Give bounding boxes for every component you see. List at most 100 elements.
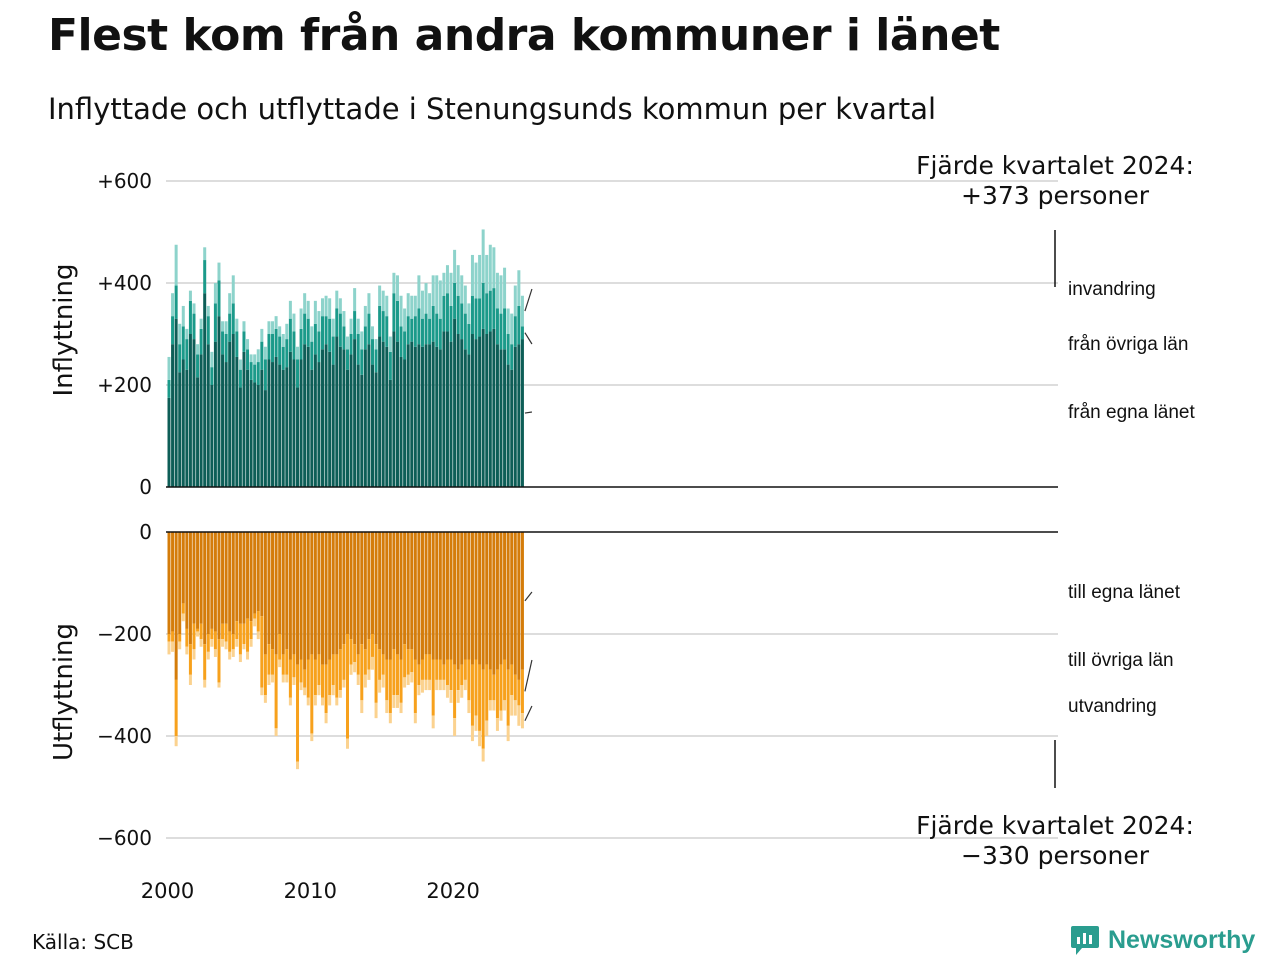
in-bar-från-övriga-län — [288, 318, 292, 352]
out-bar-till-övriga-län — [385, 659, 389, 701]
out-bar-utvandring — [403, 677, 407, 688]
out-bar-till-egna-länet — [478, 532, 482, 665]
in-bar-invandring — [474, 262, 478, 299]
out-bar-till-egna-länet — [406, 532, 410, 650]
in-bar-från-egna-länet — [374, 372, 378, 487]
in-bar-invandring — [217, 262, 221, 281]
in-bar-från-övriga-län — [520, 326, 524, 340]
in-bar-från-övriga-län — [199, 328, 203, 355]
in-bar-från-övriga-län — [485, 293, 489, 334]
out-bar-till-övriga-län — [278, 634, 282, 660]
out-bar-till-egna-länet — [517, 532, 521, 680]
in-bar-invandring — [253, 354, 257, 365]
out-bar-till-övriga-län — [196, 628, 200, 632]
out-bar-till-egna-länet — [263, 532, 267, 655]
in-bar-från-egna-länet — [267, 359, 271, 487]
out-bar-utvandring — [388, 713, 392, 724]
out-bar-till-egna-länet — [370, 532, 374, 634]
x-tick-label: 2000 — [141, 879, 194, 903]
in-bar-från-övriga-län — [413, 316, 417, 347]
in-bar-från-egna-länet — [353, 339, 357, 487]
in-bar-från-egna-länet — [242, 351, 246, 487]
in-bar-invandring — [174, 244, 178, 286]
in-bar-från-övriga-län — [374, 349, 378, 373]
in-bar-från-egna-länet — [192, 339, 196, 487]
out-bar-utvandring — [513, 700, 517, 716]
in-series-label: från övriga län — [1068, 334, 1188, 355]
in-bar-invandring — [374, 339, 378, 350]
in-bar-invandring — [378, 285, 382, 306]
out-bar-till-övriga-län — [210, 628, 214, 640]
out-bar-utvandring — [431, 715, 435, 729]
out-bar-till-övriga-län — [470, 664, 474, 726]
out-bar-till-egna-länet — [520, 532, 524, 670]
out-bar-till-egna-länet — [185, 532, 189, 629]
out-bar-till-egna-länet — [217, 532, 221, 640]
out-bar-till-övriga-län — [478, 664, 482, 731]
out-bar-till-egna-länet — [278, 532, 282, 634]
out-bar-utvandring — [488, 700, 492, 711]
out-bar-till-egna-länet — [228, 532, 232, 632]
in-bar-från-övriga-län — [167, 379, 171, 398]
in-bar-invandring — [470, 254, 474, 296]
out-bar-till-egna-länet — [167, 532, 171, 634]
out-bar-till-egna-länet — [431, 532, 435, 660]
out-bar-till-egna-länet — [231, 532, 235, 634]
out-bar-till-övriga-län — [171, 631, 175, 642]
out-bar-utvandring — [478, 730, 482, 747]
in-bar-invandring — [342, 311, 346, 327]
in-bar-från-egna-länet — [424, 344, 428, 487]
out-bar-till-övriga-län — [370, 634, 374, 657]
out-bar-till-övriga-län — [324, 664, 328, 714]
out-bar-till-övriga-län — [374, 644, 378, 703]
in-bar-från-övriga-län — [438, 318, 442, 350]
out-bar-till-egna-länet — [424, 532, 428, 655]
in-bar-invandring — [346, 336, 349, 350]
in-bar-från-övriga-län — [510, 344, 514, 370]
in-bar-från-övriga-län — [278, 336, 282, 365]
in-bar-från-egna-länet — [385, 346, 389, 487]
out-bar-till-egna-länet — [324, 532, 328, 665]
in-bar-från-övriga-län — [463, 313, 467, 350]
in-bar-från-övriga-län — [499, 313, 503, 350]
in-bar-invandring — [238, 359, 242, 370]
in-bar-från-egna-länet — [481, 328, 485, 487]
out-bar-till-egna-länet — [495, 532, 499, 670]
in-bar-från-egna-länet — [174, 318, 178, 487]
out-bar-till-egna-länet — [199, 532, 203, 624]
out-bar-till-övriga-län — [288, 659, 292, 698]
in-bar-från-egna-länet — [370, 364, 374, 487]
in-bar-invandring — [360, 331, 364, 350]
in-bar-invandring — [353, 288, 357, 312]
in-bar-från-egna-länet — [363, 349, 367, 487]
in-bar-från-egna-länet — [456, 334, 460, 487]
out-bar-utvandring — [171, 641, 175, 652]
out-bar-till-egna-länet — [403, 532, 407, 645]
in-bar-från-övriga-län — [263, 359, 267, 391]
in-bar-invandring — [388, 336, 392, 352]
out-bar-till-egna-länet — [360, 532, 364, 645]
out-bar-utvandring — [231, 649, 235, 657]
in-bar-från-övriga-län — [181, 326, 185, 360]
in-bar-från-egna-länet — [235, 356, 239, 487]
in-bar-invandring — [192, 303, 196, 314]
in-bar-invandring — [395, 275, 399, 301]
in-bar-invandring — [492, 247, 496, 289]
out-bar-till-egna-länet — [374, 532, 378, 645]
in-bar-från-egna-länet — [495, 344, 499, 487]
in-bar-från-egna-länet — [199, 354, 203, 487]
out-bar-utvandring — [481, 748, 485, 762]
in-annotation-line1: Fjärde kvartalet 2024: — [916, 151, 1194, 180]
in-bar-från-övriga-län — [206, 316, 210, 345]
in-ytick-label: 0 — [139, 475, 152, 499]
brand-logo[interactable]: Newsworthy — [1070, 924, 1255, 956]
out-bar-till-egna-länet — [221, 532, 225, 624]
out-bar-till-egna-länet — [438, 532, 442, 660]
out-bar-utvandring — [406, 674, 410, 685]
out-bar-utvandring — [463, 679, 467, 691]
in-bar-från-egna-länet — [253, 382, 257, 487]
in-bar-från-övriga-län — [449, 305, 453, 342]
in-bar-invandring — [463, 285, 467, 314]
in-bar-invandring — [335, 290, 339, 309]
in-bar-från-övriga-län — [317, 331, 321, 363]
